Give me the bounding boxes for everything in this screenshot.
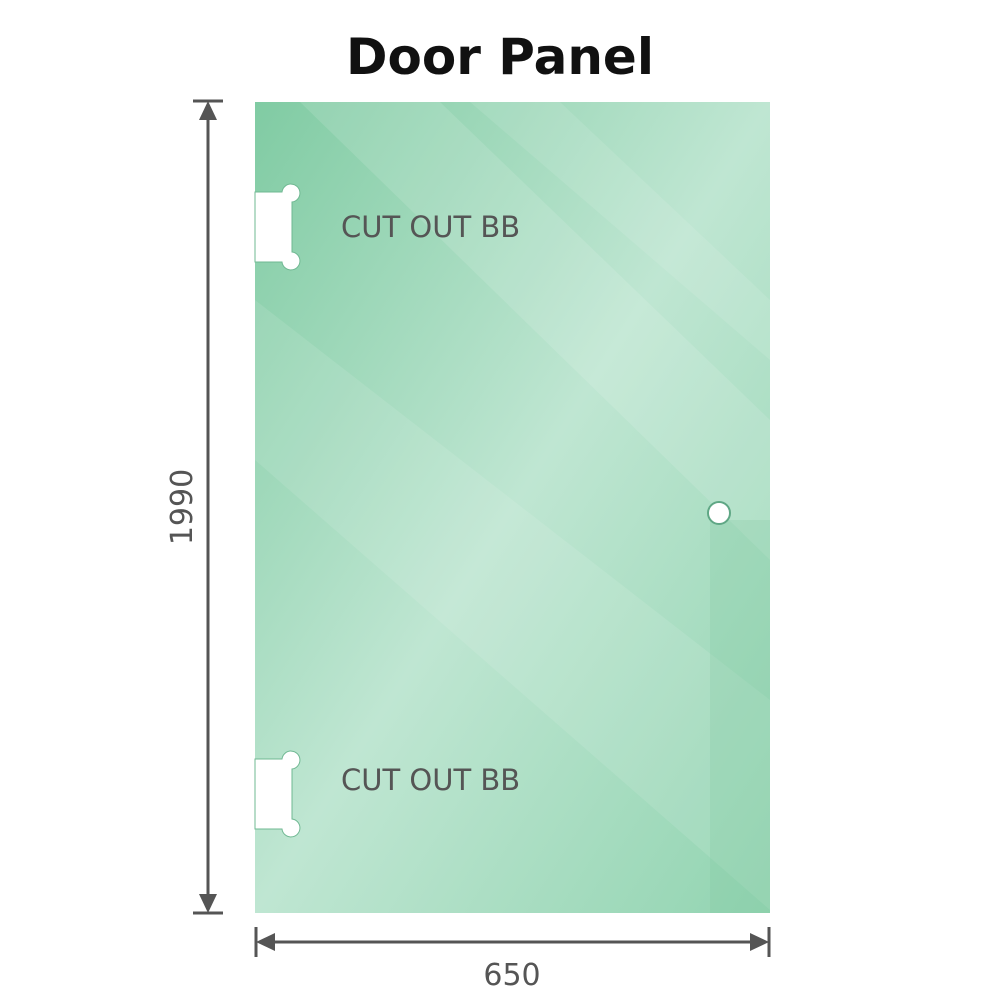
cutout-label-bottom: CUT OUT BB bbox=[341, 763, 520, 797]
cutout-label-top: CUT OUT BB bbox=[341, 210, 520, 244]
height-label: 1990 bbox=[165, 469, 200, 545]
width-label: 650 bbox=[483, 958, 540, 993]
cutout-bottom bbox=[254, 750, 301, 838]
diagram-title: Door Panel bbox=[346, 28, 654, 86]
handle-hole bbox=[707, 501, 731, 525]
height-dimension-line bbox=[193, 99, 223, 915]
cutout-top bbox=[254, 183, 301, 271]
width-dimension-line bbox=[254, 927, 771, 957]
glass-panel bbox=[255, 102, 770, 913]
